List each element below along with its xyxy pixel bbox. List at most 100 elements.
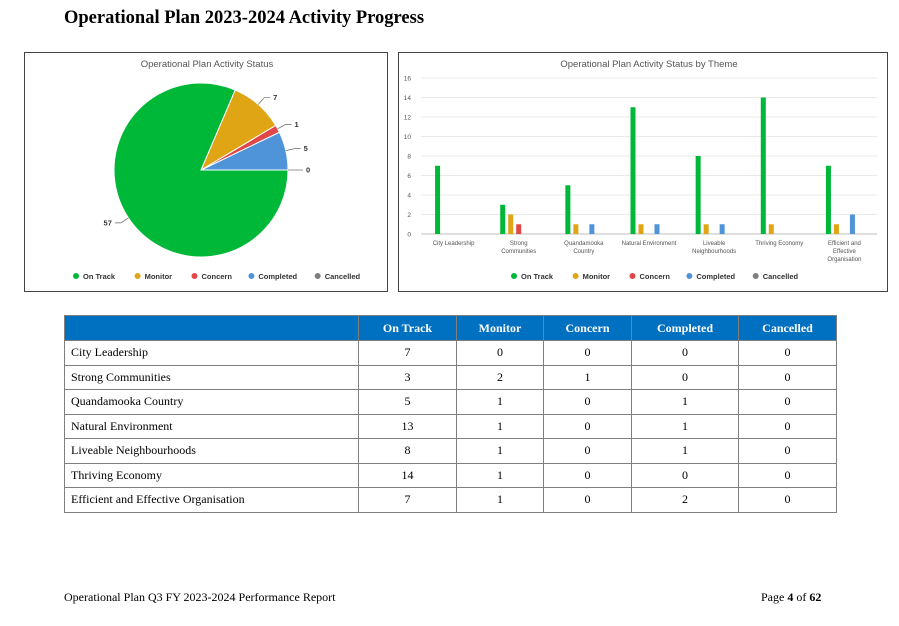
y-tick-label: 0 — [407, 232, 411, 239]
table-cell: 1 — [456, 487, 544, 513]
legend-marker — [752, 273, 759, 279]
table-row: Liveable Neighbourhoods 8 1 0 1 0 — [64, 438, 837, 464]
x-tick-label: Communities — [501, 249, 536, 255]
pie-label-leader — [257, 97, 271, 105]
pie-chart-panel: Operational Plan Activity Status 57 7 1 5 0 On… — [24, 52, 388, 292]
table-cell: 0 — [543, 438, 632, 464]
table-cell: 0 — [738, 340, 837, 366]
table-cell: 2 — [631, 487, 739, 513]
legend-marker — [314, 273, 321, 279]
summary-table: On Track Monitor Concern Completed Cancelled… — [64, 315, 837, 513]
table-header-cell: Monitor — [456, 315, 544, 341]
y-tick-label: 6 — [407, 173, 411, 180]
pie-data-label: 1 — [295, 120, 299, 129]
table-cell: 1 — [456, 462, 544, 488]
legend-label: On Track — [83, 272, 116, 281]
x-tick-label: Natural Environment — [622, 241, 677, 247]
table-cell: 1 — [456, 438, 544, 464]
legend-marker — [248, 273, 255, 279]
table-cell: 0 — [631, 364, 739, 390]
legend-marker — [511, 273, 517, 279]
chart-legend: On Track Monitor Concern Completed Cancelled — [73, 272, 361, 281]
table-row-theme: Strong Communities — [64, 364, 359, 390]
table-row: City Leadership 7 0 0 0 0 — [64, 340, 837, 366]
pie-data-label: 5 — [304, 144, 308, 153]
pie-label-leader — [114, 217, 129, 224]
table-cell: 1 — [631, 413, 739, 439]
table-cell: 7 — [358, 487, 457, 513]
x-tick-label: City Leadership — [433, 241, 475, 247]
table-header-cell: On Track — [358, 315, 457, 341]
table-cell: 0 — [543, 462, 632, 488]
table-cell: 1 — [543, 364, 632, 390]
pie-chart: Operational Plan Activity Status 57 7 1 5 0 On… — [73, 59, 361, 281]
bar-on-track — [695, 156, 701, 234]
table-cell: 0 — [738, 364, 837, 390]
y-tick-label: 8 — [407, 154, 411, 161]
legend-label: Completed — [696, 272, 735, 281]
table-cell: 0 — [738, 438, 837, 464]
table-cell: 0 — [738, 487, 837, 513]
legend-marker — [191, 273, 198, 279]
bar-completed — [719, 224, 725, 234]
page-current: 4 — [787, 590, 794, 604]
table-row: Natural Environment 13 1 0 1 0 — [64, 413, 837, 439]
table-header-blank — [64, 315, 359, 341]
table-row: Thriving Economy 14 1 0 0 0 — [64, 462, 837, 488]
bar-concern — [516, 224, 522, 234]
table-cell: 0 — [543, 413, 632, 439]
y-tick-label: 2 — [407, 212, 411, 219]
legend-marker — [686, 273, 693, 279]
pie-chart-title: Operational Plan Activity Status — [141, 59, 274, 70]
x-tick-label: Neighbourhoods — [692, 249, 736, 255]
x-tick-label: Liveable — [703, 241, 726, 247]
chart-legend: On Track Monitor Concern Completed Cancelled — [511, 272, 799, 281]
legend-label: On Track — [521, 272, 554, 281]
y-tick-label: 14 — [404, 95, 412, 102]
table-cell: 1 — [631, 389, 739, 415]
y-tick-label: 16 — [404, 76, 412, 83]
bar-on-track — [760, 97, 766, 234]
table-row-theme: Liveable Neighbourhoods — [64, 438, 359, 464]
bar-monitor — [768, 224, 774, 234]
footer-report-title: Operational Plan Q3 FY 2023-2024 Perform… — [64, 590, 336, 604]
legend-marker — [572, 273, 579, 279]
pie-data-label: 57 — [104, 218, 112, 227]
pie-data-label: 0 — [306, 166, 310, 175]
bar-monitor — [573, 224, 579, 234]
legend-label: Concern — [202, 272, 233, 281]
legend-label: Cancelled — [763, 272, 799, 281]
page-total: 62 — [809, 590, 822, 604]
legend-label: Concern — [640, 272, 671, 281]
bar-on-track — [435, 165, 441, 234]
legend-marker — [73, 273, 79, 279]
x-tick-label: Effective — [833, 249, 857, 255]
table-row-theme: Thriving Economy — [64, 462, 359, 488]
x-tick-label: Quandamooka — [564, 241, 604, 247]
bar-chart-panel: Operational Plan Activity Status by Them… — [398, 52, 888, 292]
legend-label: Monitor — [583, 272, 611, 281]
y-tick-label: 12 — [404, 115, 412, 122]
table-cell: 0 — [738, 413, 837, 439]
legend-label: Monitor — [145, 272, 173, 281]
bar-on-track — [500, 204, 506, 234]
legend-marker — [629, 273, 636, 279]
table-cell: 0 — [738, 462, 837, 488]
table-cell: 0 — [543, 487, 632, 513]
x-tick-label: Thriving Economy — [755, 241, 803, 247]
pie-label-leader — [277, 124, 292, 130]
bar-chart-title: Operational Plan Activity Status by Them… — [560, 59, 737, 70]
legend-marker — [134, 273, 141, 279]
bar-on-track — [630, 107, 636, 234]
table-cell: 14 — [358, 462, 457, 488]
pie-label-leader — [285, 148, 301, 151]
bar-chart: Operational Plan Activity Status by Them… — [404, 59, 877, 281]
table-cell: 5 — [358, 389, 457, 415]
table-cell: 1 — [631, 438, 739, 464]
table-header-row: On Track Monitor Concern Completed Cancelled — [64, 315, 837, 341]
table-cell: 7 — [358, 340, 457, 366]
table-cell: 1 — [456, 413, 544, 439]
bar-monitor — [638, 224, 644, 234]
bar-monitor — [703, 224, 709, 234]
bar-on-track — [565, 185, 571, 234]
